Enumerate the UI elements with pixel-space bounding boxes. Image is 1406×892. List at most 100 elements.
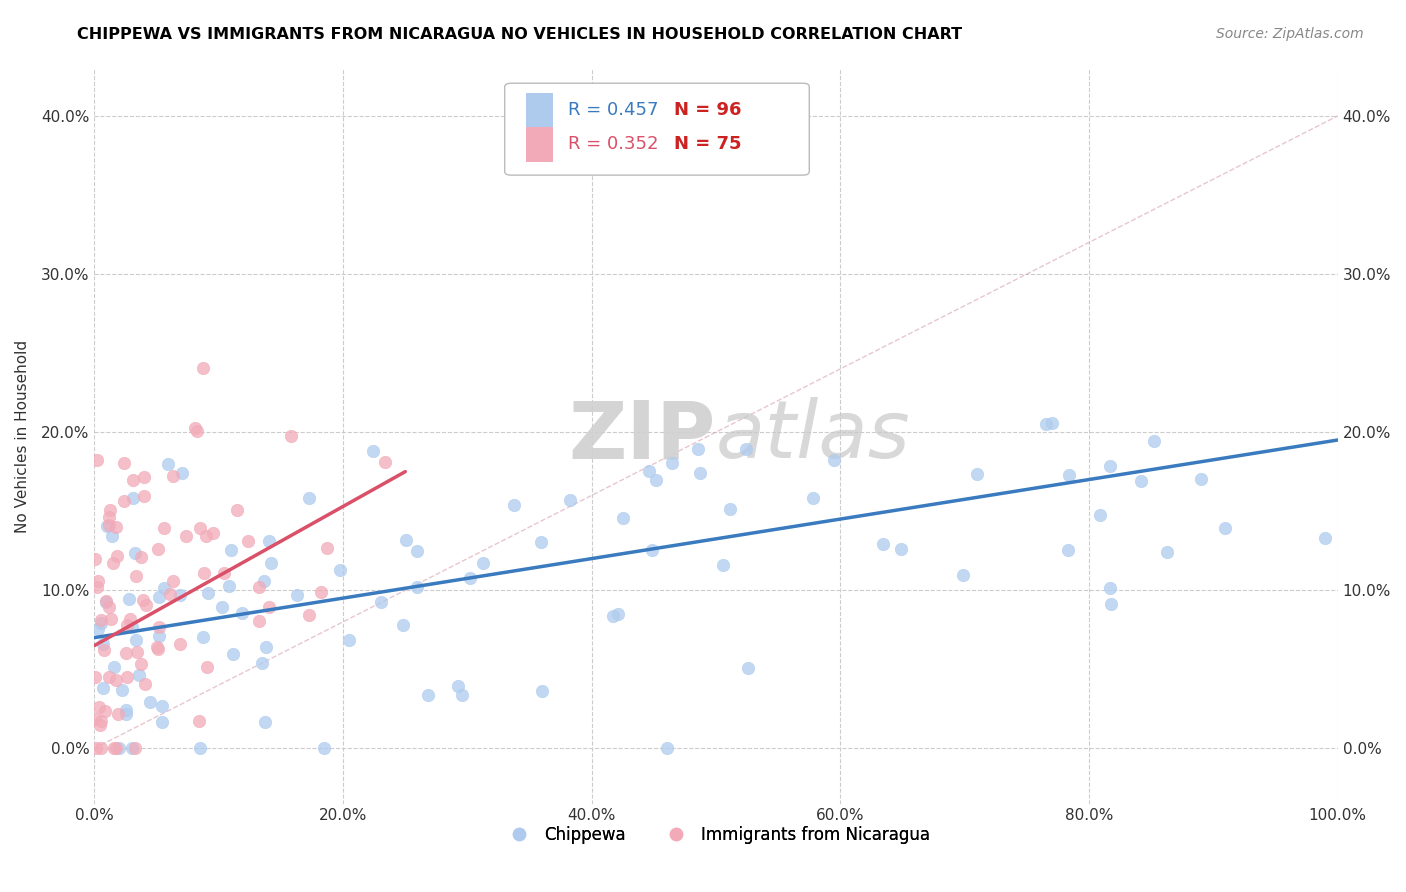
Point: [87, 622, 110, 636]
Point: [121, 741, 143, 756]
Point: [644, 473, 666, 487]
Point: [531, 684, 554, 698]
Point: [121, 620, 143, 634]
Point: [83, 713, 105, 727]
Point: [83, 670, 105, 684]
Point: [93, 637, 115, 651]
Point: [197, 660, 219, 674]
Point: [162, 469, 184, 483]
Point: [148, 641, 170, 656]
Point: [169, 637, 191, 651]
Point: [148, 620, 170, 634]
Bar: [526, 93, 553, 128]
Point: [112, 456, 135, 470]
Point: [112, 493, 135, 508]
Point: [503, 499, 526, 513]
Point: [689, 466, 711, 480]
Point: [156, 457, 179, 471]
Point: [91, 681, 114, 695]
Point: [1191, 472, 1213, 486]
Point: [170, 466, 193, 480]
Point: [952, 568, 974, 582]
Point: [530, 535, 553, 549]
Point: [162, 574, 184, 588]
Point: [260, 556, 283, 570]
Point: [253, 574, 276, 588]
Text: N = 75: N = 75: [673, 136, 741, 153]
Point: [153, 581, 176, 595]
Point: [370, 595, 392, 609]
Point: [117, 618, 139, 632]
Point: [115, 707, 138, 722]
Point: [558, 493, 581, 508]
Text: atlas: atlas: [716, 397, 911, 475]
Point: [280, 429, 302, 443]
Point: [823, 452, 845, 467]
Point: [1143, 434, 1166, 448]
Point: [312, 741, 335, 756]
Point: [191, 630, 214, 644]
Point: [94, 704, 117, 718]
Point: [107, 741, 129, 756]
Point: [97, 600, 120, 615]
Point: [128, 668, 150, 682]
Point: [195, 529, 218, 543]
Point: [146, 640, 169, 654]
Point: [890, 541, 912, 556]
Point: [1099, 597, 1122, 611]
Point: [1042, 416, 1064, 430]
Point: [447, 679, 470, 693]
Point: [737, 661, 759, 675]
Point: [134, 677, 156, 691]
Point: [236, 533, 259, 548]
Point: [309, 585, 332, 599]
Point: [221, 543, 243, 558]
Point: [711, 558, 734, 572]
Point: [118, 612, 141, 626]
Point: [103, 741, 125, 756]
Point: [90, 714, 112, 729]
Point: [186, 425, 208, 439]
Point: [101, 556, 124, 570]
Point: [1057, 468, 1080, 483]
Point: [395, 533, 418, 547]
Point: [801, 491, 824, 506]
Point: [361, 444, 384, 458]
Text: N = 96: N = 96: [673, 102, 741, 120]
Point: [132, 469, 155, 483]
Point: [159, 587, 181, 601]
Point: [148, 590, 170, 604]
Point: [406, 580, 429, 594]
Point: [132, 592, 155, 607]
Point: [105, 673, 128, 688]
Point: [257, 534, 280, 549]
Point: [122, 474, 145, 488]
Point: [97, 670, 120, 684]
Point: [602, 609, 624, 624]
Point: [285, 588, 308, 602]
Point: [250, 656, 273, 670]
Point: [191, 361, 214, 376]
Point: [89, 699, 111, 714]
Point: [458, 571, 481, 585]
Point: [111, 683, 134, 698]
Point: [125, 645, 148, 659]
Point: [686, 442, 709, 457]
Point: [98, 517, 121, 532]
Point: [1129, 475, 1152, 489]
Point: [174, 528, 197, 542]
Point: [1156, 545, 1178, 559]
Point: [247, 580, 270, 594]
Point: [405, 543, 427, 558]
Point: [1098, 581, 1121, 595]
Point: [187, 714, 209, 729]
Point: [606, 607, 628, 621]
Point: [96, 518, 118, 533]
Point: [86, 574, 108, 588]
Point: [661, 456, 683, 470]
Point: [734, 442, 756, 456]
Point: [1057, 543, 1080, 558]
Point: [1215, 521, 1237, 535]
Point: [148, 630, 170, 644]
Point: [638, 464, 661, 478]
